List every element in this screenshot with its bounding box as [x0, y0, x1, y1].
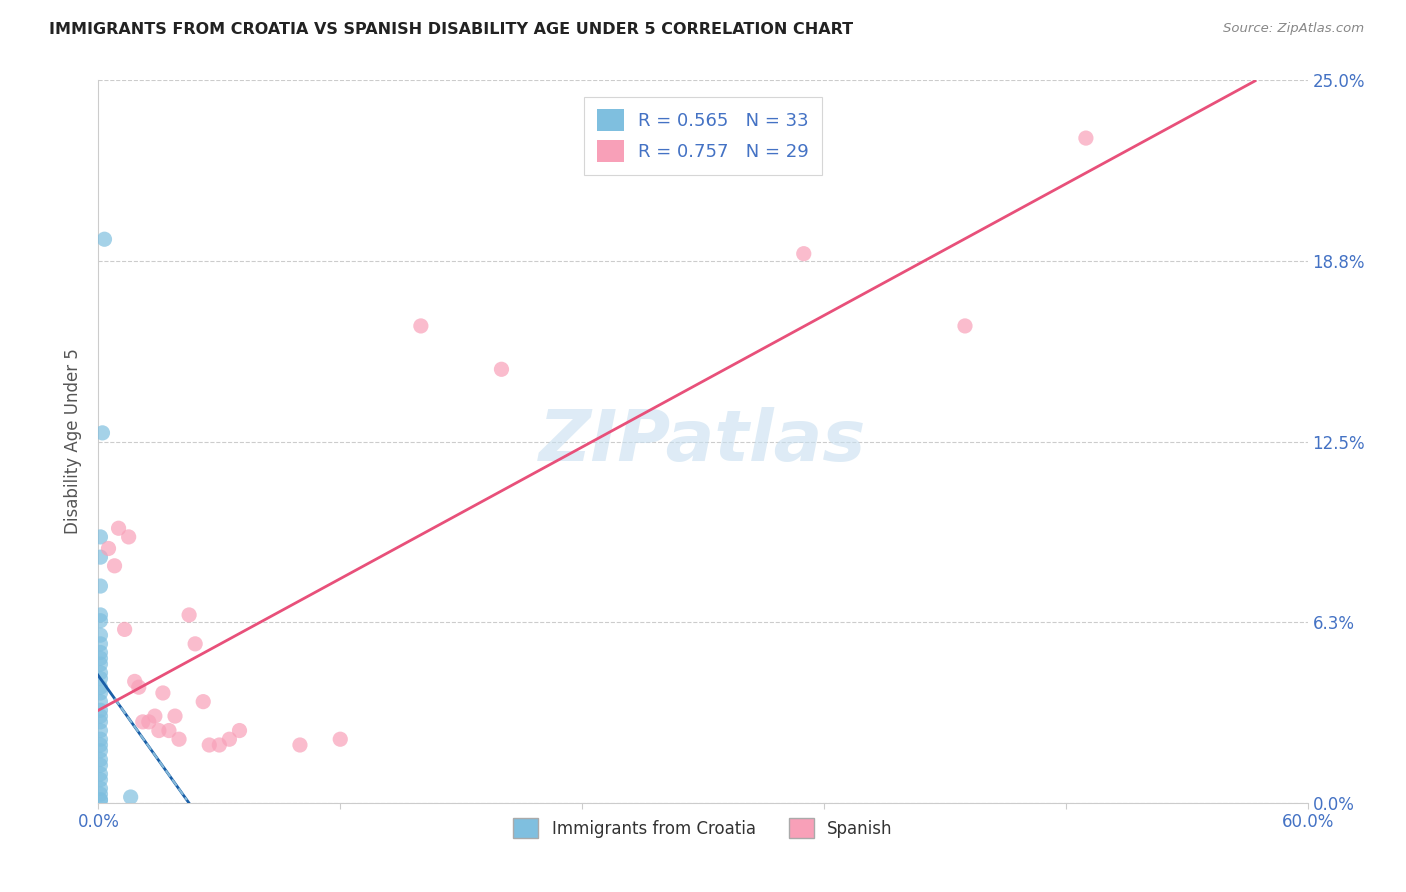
Point: [91, 425, 114, 440]
Point: [228, 723, 250, 738]
Point: [89, 637, 111, 651]
Point: [89, 686, 111, 700]
Point: [953, 318, 976, 333]
Point: [89, 787, 111, 801]
Point: [89, 530, 111, 544]
Point: [89, 628, 111, 642]
Point: [89, 772, 111, 787]
Point: [1074, 131, 1097, 145]
Point: [208, 738, 231, 752]
Point: [89, 738, 111, 752]
Point: [93, 232, 115, 246]
Point: [179, 607, 201, 622]
Point: [132, 714, 155, 729]
Point: [89, 703, 111, 717]
Point: [128, 680, 150, 694]
Text: ZIPatlas: ZIPatlas: [540, 407, 866, 476]
Point: [89, 714, 111, 729]
Point: [118, 530, 141, 544]
Point: [138, 714, 160, 729]
Point: [329, 732, 352, 747]
Point: [97, 541, 120, 556]
Point: [89, 695, 111, 709]
Point: [89, 579, 111, 593]
Point: [89, 744, 111, 758]
Point: [89, 657, 111, 671]
Point: [198, 738, 221, 752]
Point: [89, 793, 111, 807]
Point: [167, 732, 190, 747]
Point: [89, 723, 111, 738]
Point: [288, 738, 311, 752]
Point: [89, 646, 111, 660]
Point: [124, 674, 146, 689]
Point: [409, 318, 432, 333]
Point: [89, 793, 111, 807]
Point: [148, 723, 170, 738]
Point: [152, 686, 174, 700]
Point: [103, 558, 125, 573]
Point: [114, 623, 136, 637]
Point: [89, 550, 111, 565]
Point: [89, 709, 111, 723]
Point: [89, 614, 111, 628]
Point: [89, 781, 111, 796]
Text: IMMIGRANTS FROM CROATIA VS SPANISH DISABILITY AGE UNDER 5 CORRELATION CHART: IMMIGRANTS FROM CROATIA VS SPANISH DISAB…: [49, 22, 853, 37]
Point: [89, 607, 111, 622]
Point: [143, 709, 166, 723]
Point: [89, 732, 111, 747]
Point: [89, 752, 111, 766]
Point: [89, 767, 111, 781]
Point: [157, 723, 180, 738]
Point: [163, 709, 186, 723]
Point: [193, 695, 215, 709]
Y-axis label: Disability Age Under 5: Disability Age Under 5: [65, 349, 83, 534]
Point: [793, 246, 815, 260]
Point: [107, 521, 129, 535]
Point: [184, 637, 207, 651]
Point: [89, 665, 111, 680]
Point: [218, 732, 240, 747]
Point: [491, 362, 513, 376]
Point: [89, 680, 111, 694]
Point: [120, 790, 142, 805]
Point: [89, 672, 111, 686]
Legend: Immigrants from Croatia, Spanish: Immigrants from Croatia, Spanish: [506, 812, 900, 845]
Point: [89, 758, 111, 772]
Point: [89, 651, 111, 665]
Text: Source: ZipAtlas.com: Source: ZipAtlas.com: [1223, 22, 1364, 36]
